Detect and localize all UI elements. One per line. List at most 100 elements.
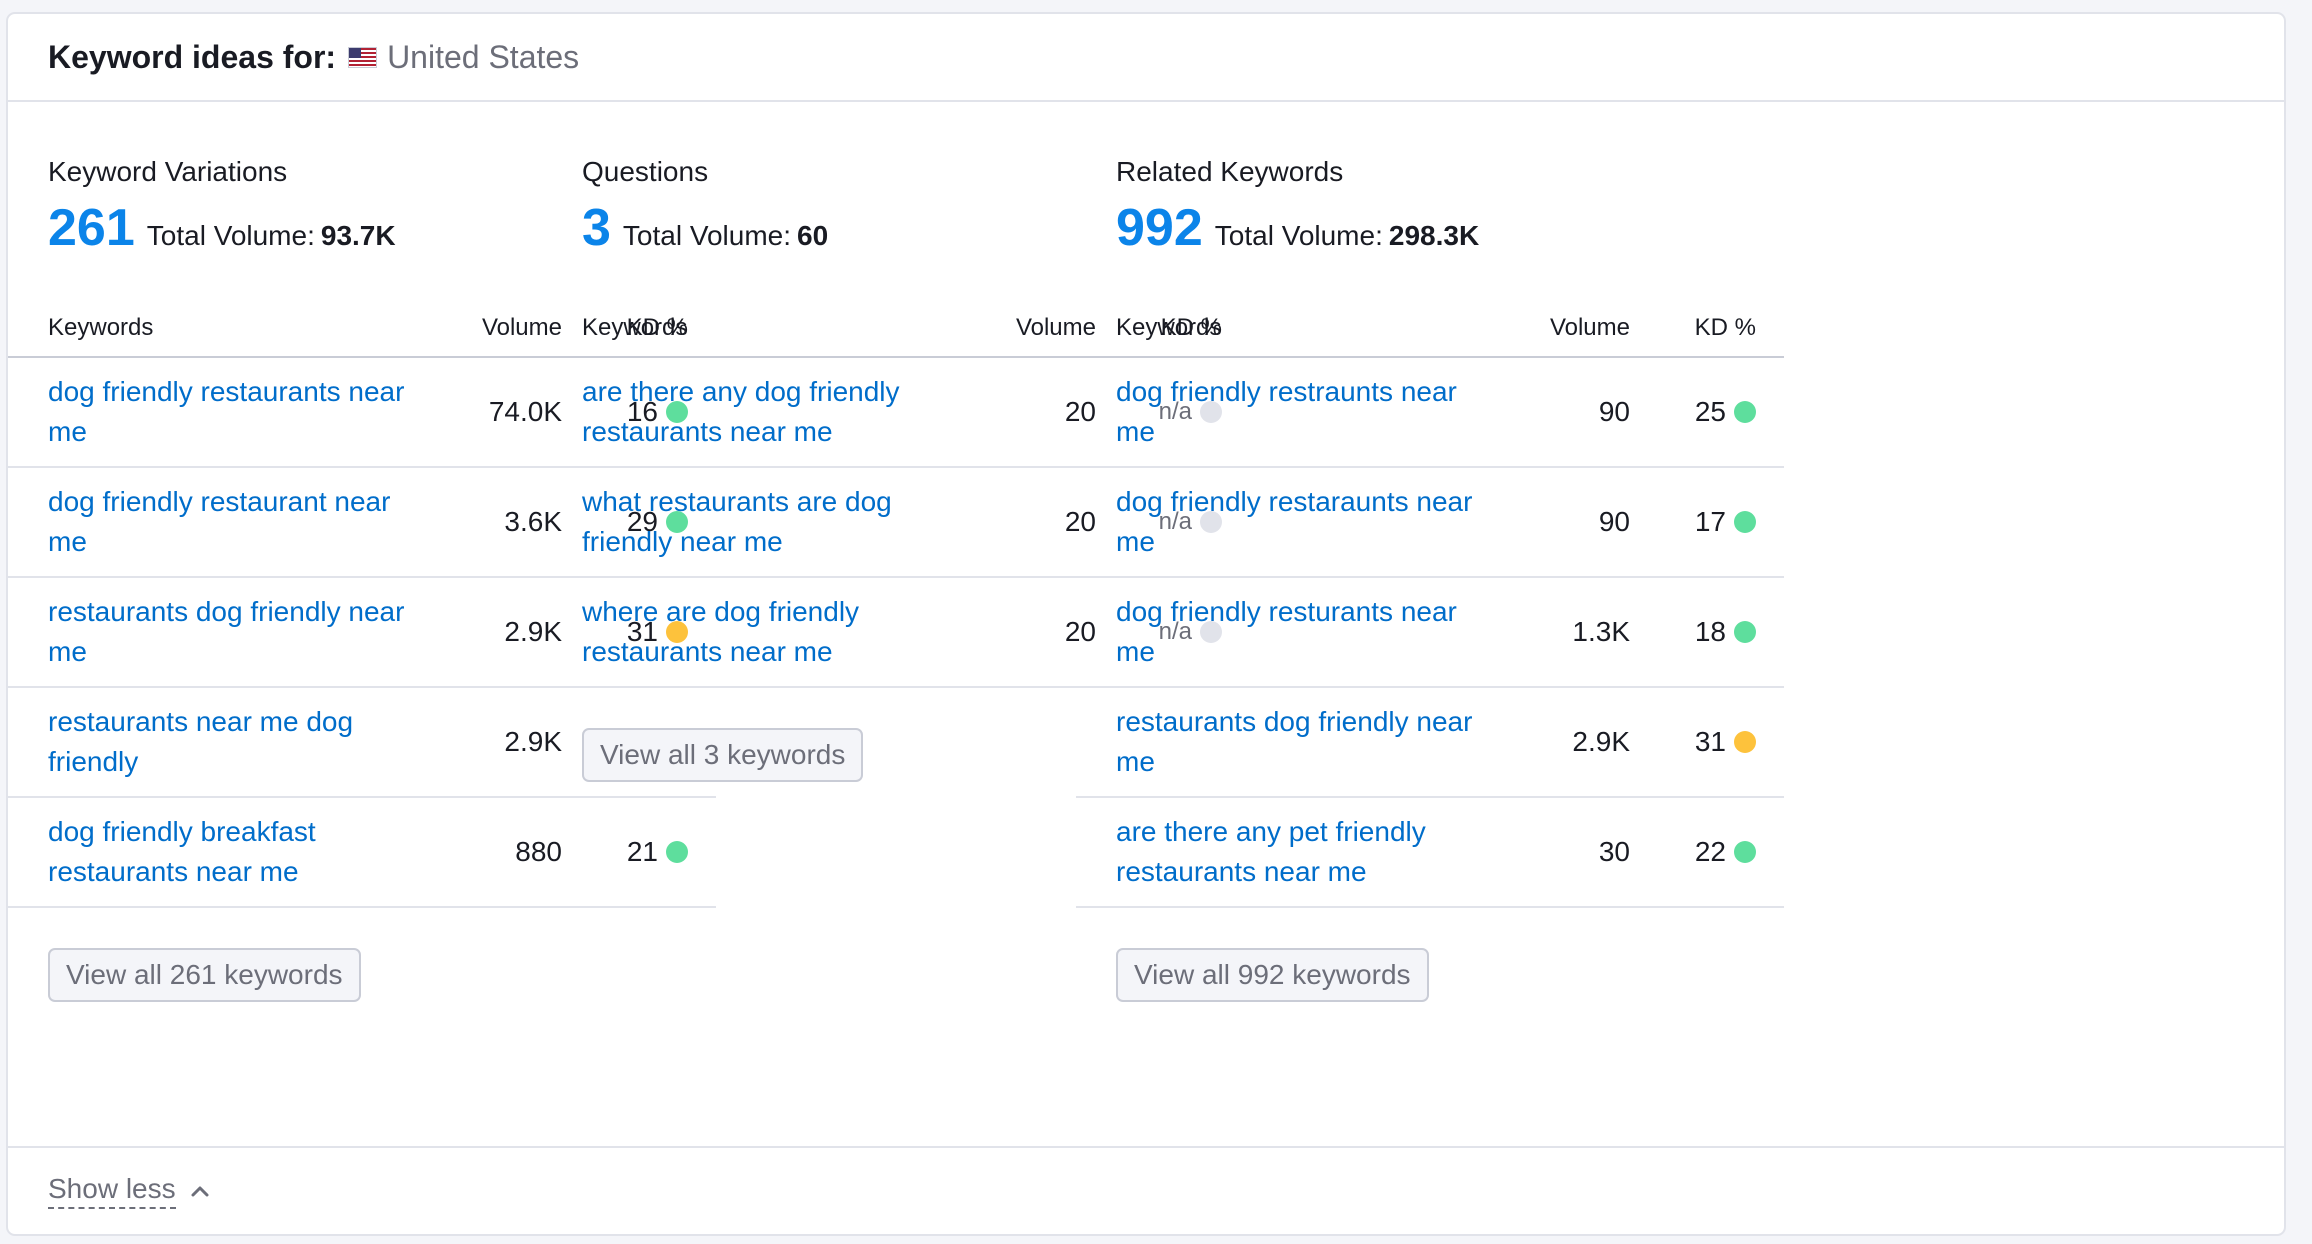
total-volume-value: 60 (797, 220, 829, 251)
kd-difficulty-dot-icon (666, 511, 688, 533)
section-title: Related Keywords (1116, 156, 1344, 187)
table-row: where are dog friendly restaurants near … (542, 578, 1250, 688)
table-row: restaurants dog friendly near me 2.9K 31 (8, 578, 716, 688)
keyword-cell: dog friendly resturants near me (1076, 592, 1496, 672)
total-volume-label: Total Volume: (1214, 220, 1383, 251)
keyword-count[interactable]: 261 (48, 199, 135, 257)
column-header-volume[interactable]: Volume (1015, 314, 1096, 341)
kd-cell: 25 (1630, 396, 1756, 428)
total-volume-value: 93.7K (320, 220, 396, 251)
keyword-link[interactable]: where are dog friendly restaurants near … (582, 596, 860, 667)
view-all-keywords-button[interactable]: View all 992 keywords (1116, 948, 1429, 1002)
kd-value: 17 (1694, 506, 1726, 537)
kd-value: n/a (1158, 398, 1192, 425)
kd-difficulty-dot-icon (1734, 401, 1756, 423)
keyword-cell: dog friendly restaurant near me (8, 482, 428, 562)
volume-cell: 1.3K (1572, 616, 1630, 647)
keyword-count[interactable]: 992 (1116, 199, 1203, 257)
volume-cell: 880 (515, 836, 562, 867)
keyword-cell: are there any dog friendly restaurants n… (542, 372, 962, 452)
show-less-link[interactable]: Show less (48, 1173, 176, 1209)
kd-difficulty-dot-icon (1200, 401, 1222, 423)
volume-cell: 20 (1064, 616, 1096, 647)
keyword-link[interactable]: dog friendly restaurants near me (48, 376, 405, 447)
view-all-keywords-button[interactable]: View all 3 keywords (582, 728, 864, 782)
keyword-link[interactable]: dog friendly restaraunts near me (1116, 486, 1473, 557)
keyword-link[interactable]: dog friendly breakfast restaurants near … (48, 816, 316, 887)
keyword-cell: restaurants dog friendly near me (1076, 702, 1496, 782)
column-header-kd[interactable]: KD % (1694, 314, 1756, 341)
keyword-link[interactable]: restaurants dog friendly near me (1116, 706, 1473, 777)
total-volume-label: Total Volume: (622, 220, 792, 251)
chevron-up-icon[interactable] (190, 1184, 210, 1198)
keyword-count[interactable]: 3 (582, 199, 611, 257)
column-header-volume[interactable]: Volume (1549, 314, 1630, 341)
column-header-volume[interactable]: Volume (481, 314, 562, 341)
table-header: Keywords Volume KD % (1076, 300, 1784, 358)
volume-cell: 20 (1064, 396, 1096, 427)
kd-cell: n/a (1096, 398, 1222, 426)
kd-cell: n/a (1096, 508, 1222, 536)
volume-cell: 20 (1064, 506, 1096, 537)
volume-cell: 90 (1598, 396, 1630, 427)
table-row: dog friendly restaurants near me 74.0K 16 (8, 358, 716, 468)
table-row: dog friendly resturants near me 1.3K 18 (1076, 578, 1784, 688)
keyword-cell: are there any pet friendly restaurants n… (1076, 812, 1496, 892)
column-header-kd[interactable]: KD % (1160, 314, 1222, 341)
column-header-keywords: Keywords (582, 314, 688, 341)
section-stats: 261 Total Volume: 93.7K (8, 199, 716, 257)
kd-value: 22 (1694, 836, 1726, 867)
kd-difficulty-dot-icon (666, 621, 688, 643)
section-title: Keyword Variations (48, 156, 288, 187)
kd-value: 16 (626, 396, 658, 427)
kd-cell: 18 (1630, 616, 1756, 648)
volume-cell: 2.9K (504, 616, 562, 647)
section-related-keywords: Related Keywords 992 Total Volume: 298.3K Ke… (1076, 154, 1784, 1002)
card-header: Keyword ideas for: United States (8, 14, 2284, 102)
view-all-keywords-button[interactable]: View all 261 keywords (48, 948, 361, 1002)
kd-value: n/a (1158, 618, 1192, 645)
keyword-cell: restaurants near me dog friendly (8, 702, 428, 782)
kd-difficulty-dot-icon (1734, 511, 1756, 533)
section-title: Questions (582, 156, 709, 187)
table-header: Keywords Volume KD % (542, 300, 1250, 358)
kd-cell: 31 (562, 616, 688, 648)
kd-difficulty-dot-icon (1734, 621, 1756, 643)
kd-value: 31 (1694, 726, 1726, 757)
kd-difficulty-dot-icon (666, 841, 688, 863)
column-header-kd[interactable]: KD % (626, 314, 688, 341)
keyword-link[interactable]: dog friendly resturants near me (1116, 596, 1457, 667)
keyword-cell: what restaurants are dog friendly near m… (542, 482, 962, 562)
kd-difficulty-dot-icon (666, 401, 688, 423)
kd-cell: 31 (1630, 726, 1756, 758)
keyword-link[interactable]: dog friendly restaurant near me (48, 486, 391, 557)
keyword-link[interactable]: restaurants near me dog friendly (48, 706, 354, 777)
table-row: dog friendly restaurant near me 3.6K 29 (8, 468, 716, 578)
keyword-link[interactable]: restaurants dog friendly near me (48, 596, 405, 667)
kd-difficulty-dot-icon (1734, 841, 1756, 863)
kd-cell: n/a (1096, 618, 1222, 646)
keyword-link[interactable]: are there any dog friendly restaurants n… (582, 376, 900, 447)
card-title: Keyword ideas for: (48, 38, 337, 75)
keyword-link[interactable]: are there any pet friendly restaurants n… (1116, 816, 1426, 887)
section-stats: 992 Total Volume: 298.3K (1076, 199, 1784, 257)
kd-cell: 21 (562, 836, 688, 868)
section-keyword-variations: Keyword Variations 261 Total Volume: 93.7K K… (8, 154, 716, 1002)
keyword-cell: dog friendly restaurants near me (8, 372, 428, 452)
keyword-link[interactable]: dog friendly restraunts near me (1116, 376, 1457, 447)
kd-value: 18 (1694, 616, 1726, 647)
table-header: Keywords Volume KD % (8, 300, 716, 358)
kd-difficulty-dot-icon (1734, 731, 1756, 753)
keyword-link[interactable]: what restaurants are dog friendly near m… (582, 486, 892, 557)
section-questions: Questions 3 Total Volume: 60 Keywords Volume K… (542, 154, 1250, 782)
keyword-cell: dog friendly restraunts near me (1076, 372, 1496, 452)
table-row: dog friendly breakfast restaurants near … (8, 798, 716, 908)
total-volume-label: Total Volume: (146, 220, 315, 251)
volume-cell: 30 (1598, 836, 1630, 867)
table-row: dog friendly restaraunts near me 90 17 (1076, 468, 1784, 578)
kd-value: 31 (626, 616, 658, 647)
kd-cell: 16 (562, 396, 688, 428)
kd-value: n/a (1158, 508, 1192, 535)
table-row: restaurants dog friendly near me 2.9K 31 (1076, 688, 1784, 798)
volume-cell: 2.9K (1572, 726, 1630, 757)
